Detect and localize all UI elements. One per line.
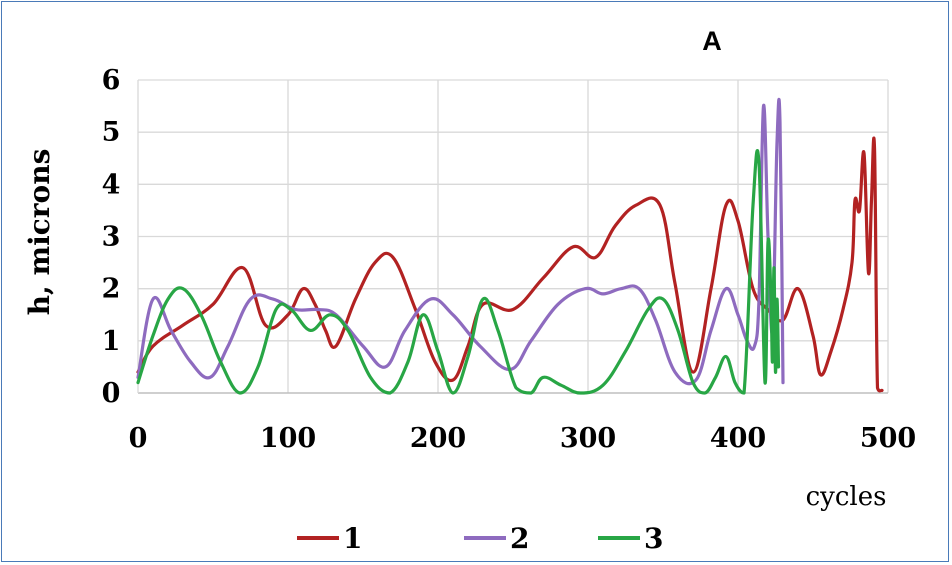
x-axis-label: cycles — [806, 482, 887, 512]
tick-labels: 0 1 2 3 4 5 6 0 100 200 300 400 500 — [102, 65, 917, 454]
y-tick-label: 1 — [102, 326, 121, 357]
legend-label: 3 — [644, 522, 663, 555]
legend-label: 2 — [510, 522, 529, 555]
x-tick-label: 0 — [129, 423, 148, 454]
y-tick-label: 6 — [102, 65, 121, 96]
series-line-2 — [136, 97, 785, 386]
series-line-3 — [136, 148, 781, 395]
y-axis-label: h, microns — [23, 149, 56, 316]
y-tick-label: 4 — [102, 169, 121, 200]
axes — [137, 80, 888, 394]
x-tick-label: 100 — [260, 423, 316, 454]
legend-label: 1 — [343, 522, 362, 555]
x-tick-label: 200 — [410, 423, 466, 454]
series-line-1 — [136, 136, 884, 393]
chart-title: A — [702, 26, 722, 56]
series-lines — [136, 97, 884, 395]
y-tick-label: 3 — [102, 222, 121, 253]
x-tick-label: 500 — [860, 423, 916, 454]
y-tick-label: 2 — [102, 274, 121, 305]
legend: 1 2 3 — [297, 522, 663, 555]
y-tick-label: 0 — [102, 378, 121, 409]
x-tick-label: 300 — [560, 423, 616, 454]
y-tick-label: 5 — [102, 117, 121, 148]
x-tick-label: 400 — [710, 423, 766, 454]
